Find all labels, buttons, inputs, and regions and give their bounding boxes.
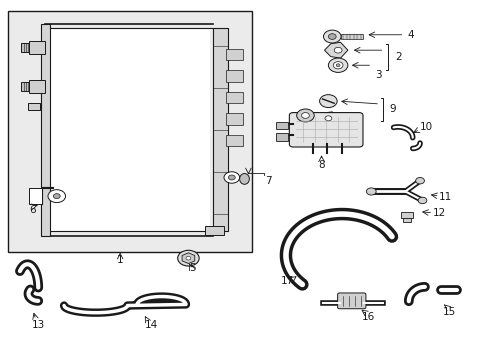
- Bar: [21, 82, 29, 91]
- Polygon shape: [182, 253, 194, 264]
- Circle shape: [328, 34, 335, 40]
- Bar: [27, 103, 40, 110]
- Bar: [276, 134, 288, 140]
- Bar: [225, 49, 243, 60]
- Text: 2: 2: [395, 51, 402, 62]
- Circle shape: [366, 188, 375, 195]
- Circle shape: [323, 30, 340, 43]
- Circle shape: [48, 190, 65, 203]
- Text: 12: 12: [432, 208, 445, 218]
- Bar: [402, 218, 410, 222]
- FancyBboxPatch shape: [337, 293, 365, 309]
- Text: 13: 13: [32, 320, 45, 329]
- Bar: [29, 80, 44, 93]
- Text: 3: 3: [374, 70, 381, 80]
- Circle shape: [335, 64, 339, 67]
- Circle shape: [301, 113, 309, 118]
- Circle shape: [325, 116, 331, 121]
- Bar: [276, 122, 288, 129]
- Bar: [225, 113, 243, 125]
- Polygon shape: [324, 42, 347, 58]
- Text: 1: 1: [117, 255, 123, 265]
- Bar: [225, 70, 243, 82]
- Bar: [29, 41, 44, 54]
- Circle shape: [332, 62, 342, 69]
- Bar: [225, 92, 243, 103]
- Text: 16: 16: [362, 312, 375, 322]
- Circle shape: [228, 175, 235, 180]
- Text: 10: 10: [419, 122, 432, 132]
- Bar: [340, 34, 362, 40]
- Text: 6: 6: [29, 206, 36, 216]
- FancyBboxPatch shape: [289, 113, 362, 147]
- Circle shape: [224, 172, 239, 183]
- Bar: [8, 12, 251, 252]
- Circle shape: [319, 95, 336, 108]
- Bar: [225, 135, 243, 146]
- Circle shape: [417, 197, 426, 204]
- Circle shape: [328, 58, 347, 72]
- Text: 9: 9: [389, 104, 396, 114]
- Text: 14: 14: [145, 320, 158, 329]
- Bar: [21, 43, 29, 51]
- Text: 11: 11: [438, 192, 451, 202]
- Bar: [41, 24, 50, 235]
- Bar: [29, 188, 42, 204]
- Text: 7: 7: [265, 176, 272, 186]
- Text: 5: 5: [189, 263, 195, 273]
- Circle shape: [415, 177, 424, 184]
- Circle shape: [53, 194, 60, 199]
- Circle shape: [296, 109, 314, 122]
- Bar: [204, 226, 224, 234]
- Text: 17: 17: [281, 276, 294, 286]
- Ellipse shape: [239, 174, 249, 184]
- Text: 4: 4: [406, 30, 413, 40]
- Bar: [50, 28, 210, 231]
- Bar: [212, 28, 228, 231]
- Circle shape: [177, 250, 199, 266]
- Bar: [400, 212, 412, 218]
- Text: 15: 15: [442, 307, 455, 316]
- Text: 8: 8: [318, 159, 324, 170]
- Circle shape: [185, 256, 190, 260]
- Circle shape: [333, 47, 341, 53]
- Polygon shape: [316, 112, 338, 125]
